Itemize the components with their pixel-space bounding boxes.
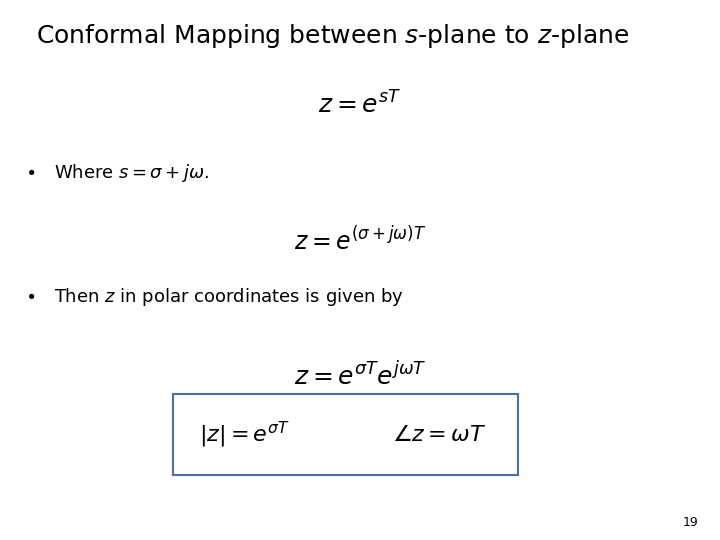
Text: $z = e^{sT}$: $z = e^{sT}$	[318, 92, 402, 119]
Text: $|z| = e^{\sigma T}$: $|z| = e^{\sigma T}$	[199, 420, 290, 450]
Text: $z = e^{(\sigma+j\omega)T}$: $z = e^{(\sigma+j\omega)T}$	[294, 227, 426, 255]
Text: 19: 19	[683, 516, 698, 529]
Text: Conformal Mapping between $s$-plane to $z$-plane: Conformal Mapping between $s$-plane to $…	[36, 22, 629, 50]
Text: $\angle z = \omega T$: $\angle z = \omega T$	[392, 424, 487, 445]
Text: $\bullet$: $\bullet$	[25, 286, 35, 304]
Text: $z = e^{\sigma T}e^{j\omega T}$: $z = e^{\sigma T}e^{j\omega T}$	[294, 362, 426, 390]
Text: Then $z$ in polar coordinates is given by: Then $z$ in polar coordinates is given b…	[54, 286, 404, 308]
Text: $\bullet$: $\bullet$	[25, 162, 35, 180]
FancyBboxPatch shape	[173, 394, 518, 475]
Text: Where $s = \sigma + j\omega$.: Where $s = \sigma + j\omega$.	[54, 162, 210, 184]
